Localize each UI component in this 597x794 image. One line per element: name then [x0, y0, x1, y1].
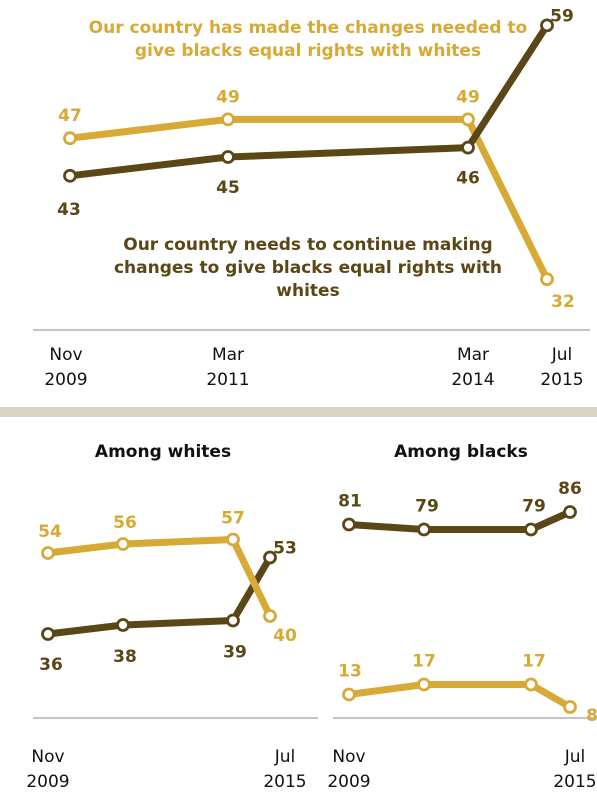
data-point — [563, 700, 577, 714]
data-point — [524, 677, 538, 692]
data-label: 81 — [338, 492, 362, 512]
data-label: 53 — [273, 539, 297, 559]
data-point — [461, 140, 475, 155]
data-point — [63, 168, 77, 183]
series-label-continue-changes-line-1: Our country needs to continue making — [123, 235, 492, 255]
x-tick-label-month: Nov — [31, 747, 64, 767]
x-tick-label-month: Nov — [49, 345, 82, 365]
data-point — [540, 18, 554, 33]
data-point — [221, 150, 235, 164]
data-label: 79 — [415, 497, 439, 517]
data-label: 49 — [216, 87, 240, 107]
x-tick-label-month: Mar — [457, 345, 489, 365]
data-point — [221, 112, 235, 127]
data-label: 13 — [338, 662, 362, 682]
x-tick-label-year: 2015 — [263, 772, 306, 792]
data-point — [226, 613, 240, 628]
x-tick-label-year: 2009 — [26, 772, 69, 792]
x-tick-label-year: 2009 — [327, 772, 370, 792]
data-label: 49 — [456, 87, 480, 107]
x-tick-label-year: 2015 — [540, 370, 583, 390]
data-point — [417, 677, 431, 692]
panel-title: Among blacks — [394, 442, 528, 462]
data-label: 36 — [39, 655, 63, 675]
x-tick-label-month: Jul — [564, 747, 586, 767]
x-tick-label-month: Nov — [332, 747, 365, 767]
data-point — [263, 609, 277, 623]
data-point — [342, 687, 356, 702]
data-point — [41, 627, 55, 641]
x-tick-label-year: 2014 — [451, 370, 494, 390]
data-point — [63, 131, 77, 146]
series-label-continue-changes-line-3: whites — [276, 281, 339, 301]
data-point — [540, 272, 554, 287]
data-label: 54 — [38, 522, 62, 542]
section-divider — [0, 407, 597, 417]
data-label: 40 — [273, 626, 297, 646]
data-label: 46 — [456, 169, 480, 189]
data-label: 39 — [223, 643, 247, 663]
series-label-made-changes-line-2: give blacks equal rights with whites — [135, 41, 481, 61]
data-label: 86 — [558, 479, 582, 499]
x-tick-label-month: Jul — [274, 747, 296, 767]
data-point — [263, 550, 277, 565]
data-point — [116, 618, 130, 632]
data-label: 79 — [522, 497, 546, 517]
series-line — [66, 115, 551, 283]
data-point — [342, 517, 356, 532]
data-point — [417, 522, 431, 537]
series-label-made-changes-line-1: Our country has made the changes needed … — [89, 18, 528, 38]
data-point — [41, 546, 55, 560]
x-tick-label-month: Jul — [551, 345, 573, 365]
data-label: 43 — [57, 200, 81, 220]
x-tick-label-year: 2015 — [553, 772, 596, 792]
series-line — [66, 21, 551, 180]
data-point — [461, 112, 475, 127]
data-label: 56 — [113, 513, 137, 533]
data-label: 17 — [522, 652, 546, 672]
data-point — [116, 537, 130, 551]
data-label: 17 — [412, 652, 436, 672]
data-point — [563, 505, 577, 519]
x-tick-label-year: 2009 — [44, 370, 87, 390]
series-line — [345, 681, 574, 711]
data-label: 8 — [586, 706, 597, 726]
data-point — [226, 532, 240, 547]
series-line — [44, 536, 274, 620]
data-point — [524, 522, 538, 537]
data-label: 32 — [551, 292, 575, 312]
series-line — [44, 554, 274, 638]
data-label: 38 — [113, 647, 137, 667]
data-label: 45 — [216, 178, 240, 198]
series-label-continue-changes-line-2: changes to give blacks equal rights with — [114, 258, 502, 278]
x-tick-label-year: 2011 — [206, 370, 249, 390]
x-tick-label-month: Mar — [212, 345, 244, 365]
data-label: 59 — [550, 6, 574, 26]
series-line — [345, 508, 574, 533]
data-label: 47 — [58, 106, 82, 126]
panel-title: Among whites — [95, 442, 231, 462]
data-label: 57 — [221, 509, 245, 529]
